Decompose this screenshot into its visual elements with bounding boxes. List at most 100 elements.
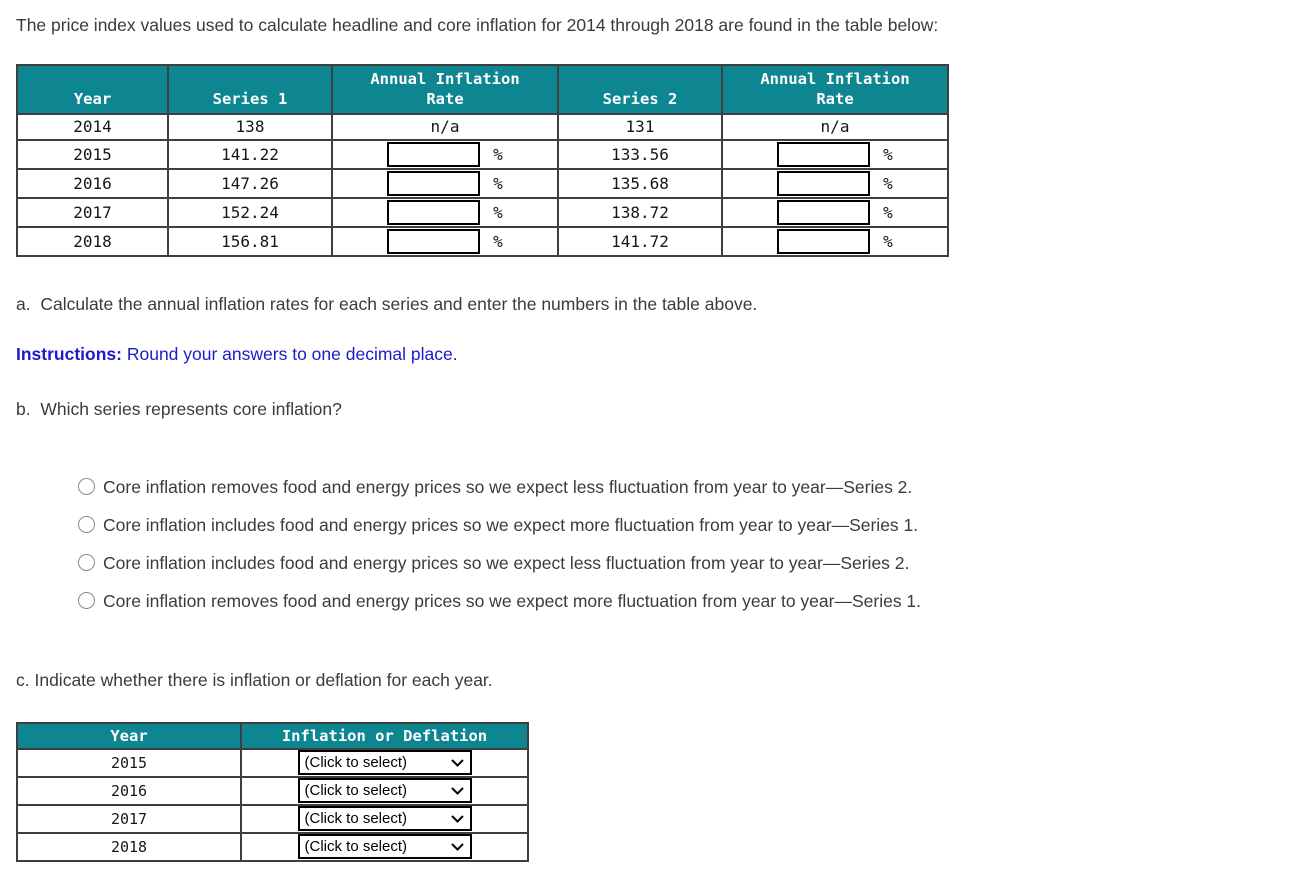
table-row-2018: 2018 156.81 % 141.72 % — [16, 225, 949, 257]
series2-rate-cell: % — [721, 225, 949, 257]
radio-button-option-1[interactable] — [78, 478, 95, 496]
series1-value: 141.22 — [167, 138, 333, 170]
series1-rate-input-2017[interactable] — [387, 199, 481, 225]
radio-option-1[interactable]: Core inflation removes food and energy p… — [78, 476, 1294, 498]
year-cell: 2014 — [16, 112, 169, 141]
percent-sign: % — [883, 202, 893, 222]
col-header-rate2: Annual Inflation Rate — [721, 63, 949, 115]
series1-rate-na: n/a — [331, 112, 559, 141]
table-row-2017: 2017 152.24 % 138.72 % — [16, 196, 949, 228]
selection-cell: (Click to select) — [240, 803, 529, 834]
series2-rate-cell: % — [721, 138, 949, 170]
series2-value: 135.68 — [557, 167, 723, 199]
price-table-header-row: Year Series 1 Annual Inflation Rate Seri… — [16, 63, 949, 115]
series2-rate-na: n/a — [721, 112, 949, 141]
radio-option-2[interactable]: Core inflation includes food and energy … — [78, 514, 1294, 536]
series1-rate-cell: % — [331, 138, 559, 170]
inflation-deflation-select-2018[interactable]: (Click to select) — [297, 834, 472, 859]
series2-rate-cell: % — [721, 196, 949, 228]
col-header-rate2-label: Annual Inflation Rate — [760, 69, 910, 108]
series2-rate-input-2018[interactable] — [777, 228, 871, 254]
bottom-col-header-year: Year — [16, 721, 242, 750]
percent-sign: % — [883, 231, 893, 251]
radio-button-option-4[interactable] — [78, 592, 95, 610]
selection-cell: (Click to select) — [240, 831, 529, 862]
question-a: a. Calculate the annual inflation rates … — [16, 293, 758, 314]
price-index-table: Year Series 1 Annual Inflation Rate Seri… — [16, 63, 949, 257]
year-cell: 2016 — [16, 167, 169, 199]
radio-option-2-label: Core inflation includes food and energy … — [103, 514, 919, 535]
series2-rate-cell: % — [721, 167, 949, 199]
percent-sign: % — [493, 231, 503, 251]
col-header-series2: Series 2 — [557, 63, 723, 115]
year-cell: 2017 — [16, 803, 242, 834]
table-row-2016: 2016 147.26 % 135.68 % — [16, 167, 949, 199]
table-row-2015: 2015 141.22 % 133.56 % — [16, 138, 949, 170]
bottom-table-header-row: Year Inflation or Deflation — [16, 721, 529, 750]
series1-value: 147.26 — [167, 167, 333, 199]
question-b: b. Which series represents core inflatio… — [16, 398, 342, 419]
instructions-line: Instructions: Round your answers to one … — [16, 344, 1294, 365]
series2-value: 138.72 — [557, 196, 723, 228]
series1-rate-cell: % — [331, 196, 559, 228]
bottom-table-row-2015: 2015 (Click to select) — [16, 747, 529, 778]
percent-sign: % — [493, 144, 503, 164]
select-wrap: (Click to select) — [297, 750, 472, 775]
series1-rate-input-2016[interactable] — [387, 170, 481, 196]
series2-rate-input-2015[interactable] — [777, 141, 871, 167]
instructions-text: Round your answers to one decimal place. — [121, 343, 458, 364]
bottom-col-header-inflation-deflation: Inflation or Deflation — [240, 721, 529, 750]
question-c: c. Indicate whether there is inflation o… — [16, 669, 493, 690]
col-header-year: Year — [16, 63, 169, 115]
radio-button-option-2[interactable] — [78, 516, 95, 534]
year-cell: 2016 — [16, 775, 242, 806]
intro-text: The price index values used to calculate… — [16, 15, 939, 35]
quiz-page: The price index values used to calculate… — [16, 15, 1294, 862]
series1-value: 156.81 — [167, 225, 333, 257]
percent-sign: % — [493, 173, 503, 193]
series1-rate-input-2018[interactable] — [387, 228, 481, 254]
year-cell: 2017 — [16, 196, 169, 228]
year-cell: 2018 — [16, 831, 242, 862]
radio-option-3[interactable]: Core inflation includes food and energy … — [78, 552, 1294, 574]
inflation-deflation-table: Year Inflation or Deflation 2015 (Click … — [16, 721, 529, 862]
bottom-table-row-2018: 2018 (Click to select) — [16, 831, 529, 862]
col-header-rate1: Annual Inflation Rate — [331, 63, 559, 115]
series2-rate-input-2017[interactable] — [777, 199, 871, 225]
radio-option-1-label: Core inflation removes food and energy p… — [103, 476, 913, 497]
select-wrap: (Click to select) — [297, 778, 472, 803]
series1-value: 138 — [167, 112, 333, 141]
inflation-deflation-select-2017[interactable]: (Click to select) — [297, 806, 472, 831]
radio-option-3-label: Core inflation includes food and energy … — [103, 552, 910, 573]
col-header-rate1-label: Annual Inflation Rate — [370, 69, 520, 108]
series2-value: 133.56 — [557, 138, 723, 170]
radio-button-option-3[interactable] — [78, 554, 95, 572]
bottom-table-row-2016: 2016 (Click to select) — [16, 775, 529, 806]
core-inflation-options: Core inflation removes food and energy p… — [78, 476, 1294, 612]
inflation-deflation-select-2015[interactable]: (Click to select) — [297, 750, 472, 775]
series1-rate-cell: % — [331, 225, 559, 257]
radio-option-4-label: Core inflation removes food and energy p… — [103, 590, 922, 611]
series2-value: 131 — [557, 112, 723, 141]
series2-value: 141.72 — [557, 225, 723, 257]
select-wrap: (Click to select) — [297, 806, 472, 831]
col-header-series1: Series 1 — [167, 63, 333, 115]
selection-cell: (Click to select) — [240, 775, 529, 806]
year-cell: 2015 — [16, 747, 242, 778]
inflation-deflation-select-2016[interactable]: (Click to select) — [297, 778, 472, 803]
year-cell: 2015 — [16, 138, 169, 170]
percent-sign: % — [883, 173, 893, 193]
bottom-table-row-2017: 2017 (Click to select) — [16, 803, 529, 834]
radio-option-4[interactable]: Core inflation removes food and energy p… — [78, 590, 1294, 612]
percent-sign: % — [883, 144, 893, 164]
year-cell: 2018 — [16, 225, 169, 257]
table-row-2014: 2014 138 n/a 131 n/a — [16, 112, 949, 141]
instructions-label: Instructions: — [16, 343, 122, 364]
series1-rate-cell: % — [331, 167, 559, 199]
series1-rate-input-2015[interactable] — [387, 141, 481, 167]
series2-rate-input-2016[interactable] — [777, 170, 871, 196]
selection-cell: (Click to select) — [240, 747, 529, 778]
series1-value: 152.24 — [167, 196, 333, 228]
percent-sign: % — [493, 202, 503, 222]
select-wrap: (Click to select) — [297, 834, 472, 859]
